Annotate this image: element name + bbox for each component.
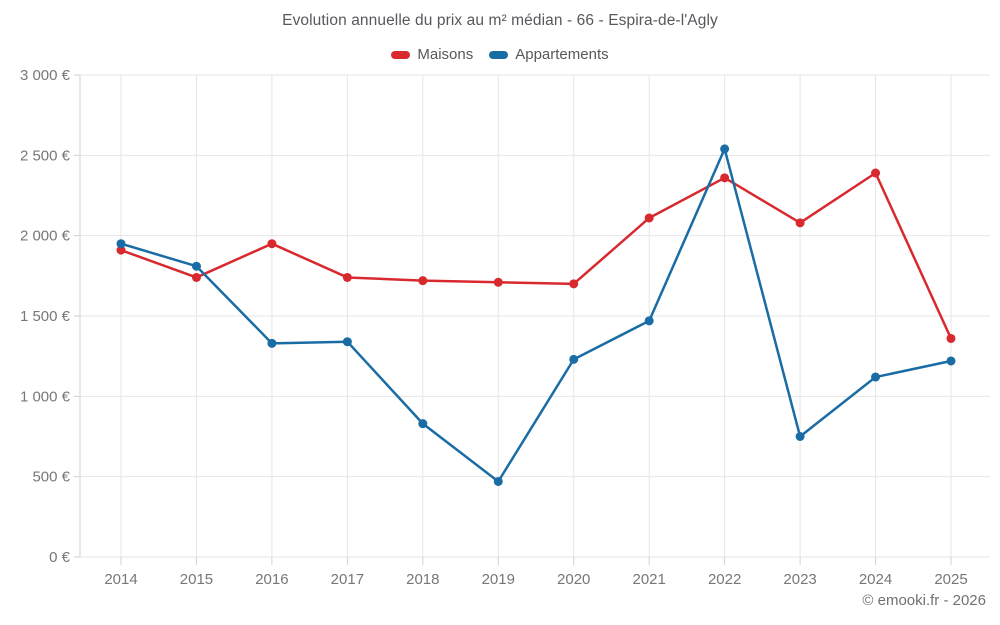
data-point-maisons-2014 (116, 245, 126, 255)
x-tick-label: 2017 (331, 571, 364, 588)
data-point-appartements-2022 (720, 144, 730, 154)
data-point-maisons-2024 (871, 168, 881, 178)
data-point-appartements-2018 (418, 419, 428, 429)
x-tick-label: 2021 (632, 571, 665, 588)
data-point-maisons-2019 (493, 277, 503, 287)
y-tick-label: 500 € (32, 469, 70, 486)
data-point-appartements-2016 (267, 338, 277, 348)
data-point-maisons-2018 (418, 276, 428, 286)
data-point-maisons-2025 (946, 333, 956, 343)
data-point-appartements-2015 (191, 261, 201, 271)
x-tick-label: 2018 (406, 571, 439, 588)
legend-swatch-appartements (489, 50, 509, 59)
x-tick-label: 2022 (708, 571, 741, 588)
series-line-appartements (119, 147, 953, 483)
legend-label-maisons: Maisons (417, 46, 474, 63)
y-tick-label: 1 000 € (20, 388, 71, 405)
data-point-maisons-2016 (267, 239, 277, 249)
copyright-text: © emooki.fr - 2026 (862, 592, 986, 609)
y-tick-label: 0 € (49, 549, 71, 566)
data-point-appartements-2014 (116, 239, 126, 249)
data-point-appartements-2017 (342, 337, 352, 347)
y-tick-label: 1 500 € (20, 308, 71, 325)
x-tick-label: 2014 (104, 571, 137, 588)
legend: Maisons Appartements (0, 46, 1000, 63)
data-point-maisons-2017 (342, 272, 352, 282)
data-point-appartements-2020 (569, 354, 579, 364)
data-point-maisons-2023 (795, 218, 805, 228)
chart-title: Evolution annuelle du prix au m² médian … (282, 12, 718, 29)
x-tick-label: 2015 (180, 571, 213, 588)
x-tick-label: 2020 (557, 571, 590, 588)
y-tick-label: 3 000 € (20, 67, 71, 84)
data-point-maisons-2015 (191, 272, 201, 282)
x-tick-label: 2016 (255, 571, 288, 588)
legend-label-appartements: Appartements (515, 46, 609, 63)
data-point-maisons-2021 (644, 213, 654, 223)
x-tick-label: 2019 (482, 571, 515, 588)
x-tick-label: 2023 (783, 571, 816, 588)
y-tick-label: 2 500 € (20, 147, 71, 164)
legend-item-maisons[interactable]: Maisons (391, 46, 473, 63)
x-tick-label: 2024 (859, 571, 892, 588)
y-tick-label: 2 000 € (20, 228, 71, 245)
legend-item-appartements[interactable]: Appartements (489, 46, 609, 63)
data-point-appartements-2021 (644, 316, 654, 326)
data-point-appartements-2023 (795, 432, 805, 441)
data-point-appartements-2019 (493, 476, 503, 486)
legend-swatch-maisons (391, 50, 411, 59)
data-point-maisons-2020 (569, 279, 579, 289)
x-tick-label: 2025 (934, 571, 967, 588)
data-point-appartements-2025 (946, 356, 956, 366)
data-point-maisons-2022 (720, 173, 730, 183)
series-line-maisons (119, 171, 953, 340)
data-point-appartements-2024 (871, 372, 881, 382)
